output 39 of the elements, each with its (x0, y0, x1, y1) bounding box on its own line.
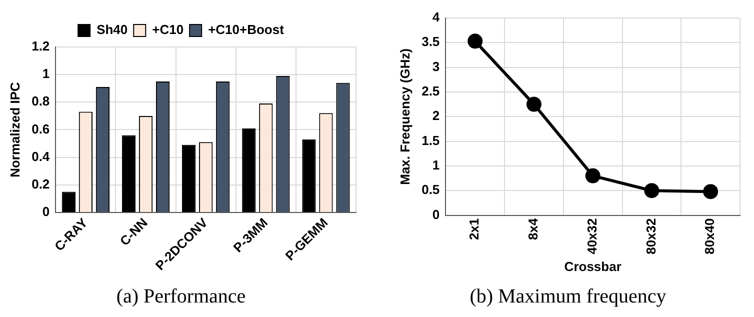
point (468, 34, 483, 49)
y-axis-title: Normalized IPC (7, 81, 22, 178)
point (585, 168, 600, 184)
point (644, 183, 660, 198)
y-tick-label: 0.8 (32, 94, 50, 109)
point (526, 96, 542, 112)
y-tick-label: 1.5 (422, 132, 440, 148)
y-tick-label: 1.2 (32, 38, 50, 54)
legend-label: +C10 (152, 22, 184, 38)
x-tick-label: 2x1 (466, 218, 482, 240)
y-tick-label: 2.5 (422, 84, 440, 99)
y-tick-label: 1 (432, 158, 440, 173)
x-tick-label: 8x4 (526, 217, 541, 240)
y-tick-label: 3 (432, 58, 440, 74)
legend-label: +C10+Boost (208, 22, 285, 38)
y-tick-label: 0 (432, 206, 440, 222)
y-tick-label: 4 (432, 10, 440, 25)
y-tick-label: 0.2 (32, 176, 50, 192)
x-axis-title: Crossbar (564, 258, 622, 274)
point (703, 184, 718, 200)
x-tick-label: 80x32 (643, 218, 658, 254)
y-tick-label: 0 (42, 204, 50, 220)
y-axis-title: Max. Frequency (GHz) (397, 48, 412, 185)
bar (62, 192, 76, 212)
bar (182, 144, 196, 212)
text: (a) Performance (116, 285, 246, 308)
legend-label: Sh40 (96, 22, 128, 38)
x-tick-label: 40x32 (584, 218, 600, 254)
bar (302, 139, 316, 212)
bar (242, 128, 256, 212)
y-tick-label: 0.6 (32, 121, 50, 136)
text: (b) Maximum frequency (470, 285, 666, 308)
y-tick-label: 3.5 (422, 34, 440, 50)
bar (122, 135, 136, 212)
x-tick-label: 80x40 (702, 218, 718, 254)
y-tick-label: 0.4 (32, 148, 50, 164)
y-tick-label: 2 (432, 108, 440, 124)
y-tick-label: 0.5 (422, 182, 440, 198)
y-tick-label: 1 (42, 66, 50, 82)
